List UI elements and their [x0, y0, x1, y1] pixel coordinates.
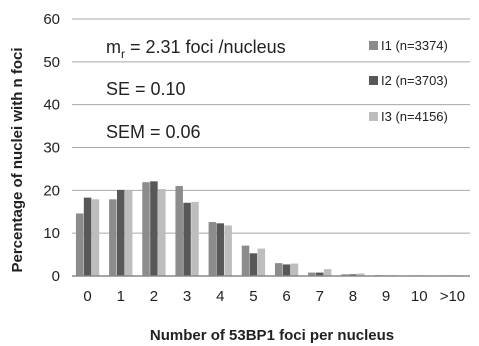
bar	[150, 181, 158, 276]
x-tick-label: 4	[216, 288, 224, 305]
annotation-mean-foci: mr = 2.31 foci /nucleus	[106, 37, 286, 61]
x-tick-label: 6	[282, 288, 290, 305]
legend-label: I1 (n=3374)	[381, 38, 448, 53]
y-tick-label: 50	[43, 54, 60, 71]
gridlines	[72, 18, 470, 234]
annotation-se: SE = 0.10	[106, 79, 186, 99]
bar	[158, 189, 166, 276]
x-tick-label: 0	[83, 288, 91, 305]
legend-label: I3 (n=4156)	[381, 109, 448, 124]
x-tick-label: 9	[382, 288, 390, 305]
bar	[183, 202, 191, 276]
annotation-mean-subscript: r	[121, 47, 125, 61]
bar	[224, 225, 232, 276]
bar	[349, 274, 357, 276]
bar	[282, 264, 291, 276]
y-tick-label: 60	[43, 11, 60, 28]
x-tick-labels: 0 1 2 3 4 5 6 7 8 9 10 >10	[83, 288, 465, 305]
annotation-sem: SEM = 0.06	[106, 122, 201, 142]
bar	[83, 197, 92, 276]
y-tick-label: 10	[43, 225, 60, 242]
x-tick-label: 5	[249, 288, 257, 305]
bar	[316, 272, 324, 276]
bar	[290, 263, 299, 276]
bar	[216, 223, 224, 276]
y-tick-label: 30	[43, 140, 60, 157]
x-axis-title: Number of 53BP1 foci per nucleus	[150, 327, 394, 344]
bars-layer	[75, 181, 465, 276]
legend-swatch	[369, 41, 378, 50]
bar	[75, 213, 84, 276]
legend-label: I2 (n=3703)	[381, 73, 448, 88]
annotation-mean-value: = 2.31 foci /nucleus	[125, 37, 286, 57]
bar	[308, 272, 316, 276]
legend-swatch	[369, 76, 378, 85]
bar	[117, 189, 125, 276]
bar	[142, 182, 150, 276]
y-axis-title: Percentage of nuclei with n foci	[9, 47, 26, 272]
bar	[341, 274, 349, 276]
x-tick-label: 1	[117, 288, 125, 305]
annotation-mean-symbol: m	[106, 37, 121, 57]
y-tick-label: 40	[43, 97, 60, 114]
x-tick-label: 3	[183, 288, 191, 305]
y-tick-label: 20	[43, 182, 60, 199]
bar	[109, 199, 117, 276]
bar	[274, 263, 283, 276]
bar	[323, 269, 332, 276]
bar	[91, 199, 100, 276]
bar	[208, 222, 217, 276]
legend: I1 (n=3374) I2 (n=3703) I3 (n=4156)	[369, 38, 448, 124]
x-tick-label: 10	[411, 288, 428, 305]
x-tick-label: 2	[150, 288, 158, 305]
bar	[124, 189, 133, 276]
bar	[241, 245, 250, 276]
x-tick-label: 7	[316, 288, 324, 305]
bar	[257, 248, 266, 276]
x-tick-label: >10	[440, 288, 465, 305]
y-tick-label: 0	[52, 268, 60, 285]
bar	[175, 186, 183, 276]
bar	[191, 201, 199, 276]
x-tick-label: 8	[349, 288, 357, 305]
legend-swatch	[369, 112, 378, 121]
bar	[249, 253, 258, 276]
bar	[357, 273, 365, 276]
y-tick-labels: 0 10 20 30 40 50 60	[43, 11, 60, 285]
